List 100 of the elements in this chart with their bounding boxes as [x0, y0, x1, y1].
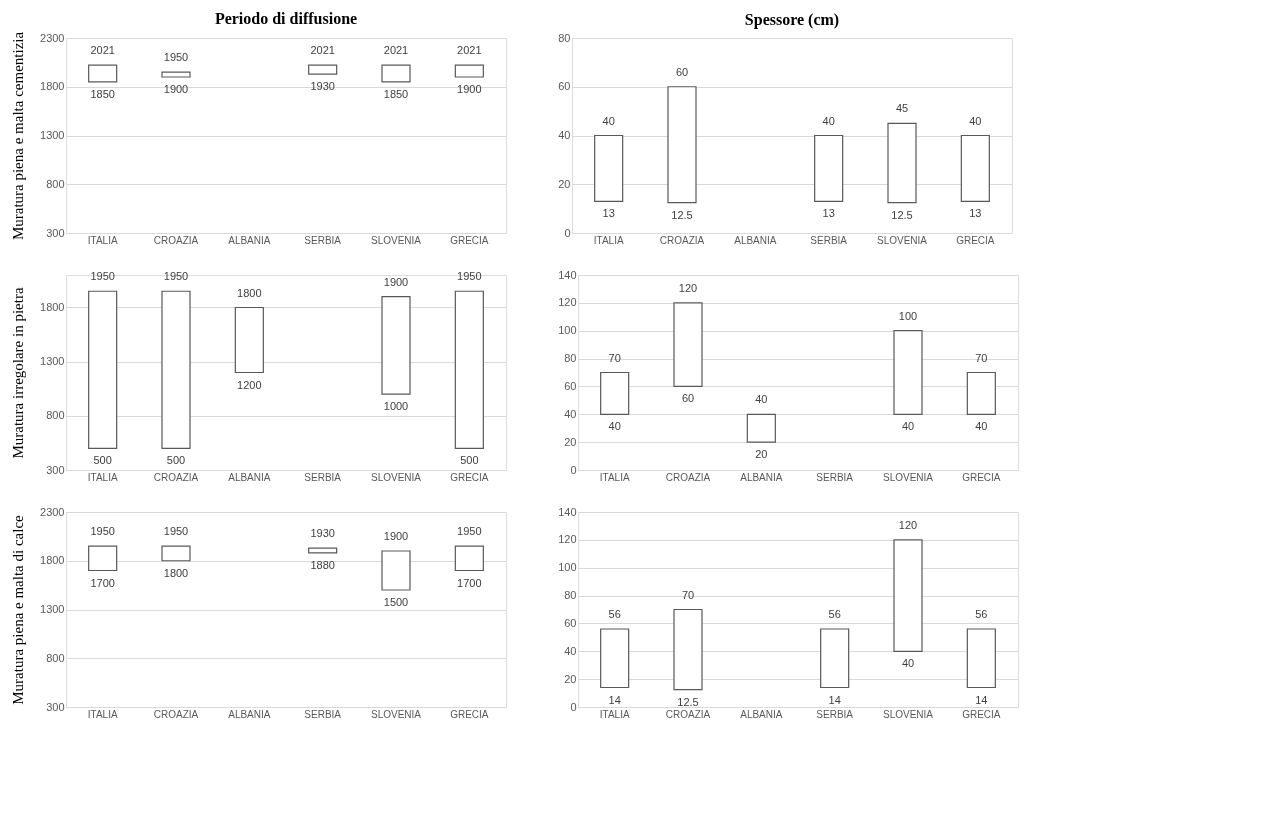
- data-label: 40: [602, 114, 615, 127]
- data-label: 100: [898, 309, 918, 322]
- annotation: 1900: [163, 83, 189, 95]
- y-tick-label: 800: [46, 409, 65, 422]
- data-label: 120: [898, 518, 918, 531]
- x-tick-label: CROAZIA: [153, 708, 199, 720]
- annotation: 1930: [310, 80, 335, 93]
- chart-title: Periodo di diffusione: [214, 10, 358, 28]
- y-tick-label: 300: [46, 700, 65, 713]
- annotation: 40: [975, 420, 988, 433]
- x-tick-label: CROAZIA: [153, 234, 199, 246]
- annotation: 40: [901, 420, 915, 433]
- y-tick-label: 0: [570, 700, 577, 713]
- annotation: 40: [901, 657, 915, 670]
- data-label: 1950: [457, 270, 482, 283]
- bar: [381, 296, 411, 395]
- x-tick-label: ALBANIA: [228, 471, 271, 483]
- y-tick-label: 1800: [40, 301, 65, 313]
- bar: [893, 330, 923, 415]
- x-tick-label: GRECIA: [962, 471, 1001, 483]
- x-tick-label: CROAZIA: [153, 471, 199, 483]
- bar: [88, 290, 118, 449]
- annotation: 1900: [457, 83, 482, 95]
- data-label: 1900: [383, 530, 409, 542]
- x-tick-label: ITALIA: [599, 471, 630, 483]
- data-label: 1950: [90, 525, 115, 538]
- annotation: 12.5: [891, 208, 913, 221]
- data-label: 2021: [457, 44, 482, 57]
- bar: [820, 628, 850, 689]
- data-label: 2021: [383, 44, 409, 57]
- x-tick-label: GRECIA: [450, 708, 489, 720]
- y-tick-label: 40: [564, 644, 577, 657]
- y-tick-label: 1800: [40, 80, 65, 93]
- bar: [454, 290, 484, 449]
- annotation: 60: [681, 392, 695, 405]
- x-tick-label: GRECIA: [962, 708, 1001, 720]
- x-tick-label: SLOVENIA: [370, 234, 422, 246]
- y-axis-title: Muratura irregolare in pietra: [10, 287, 27, 459]
- annotation: 1200: [237, 378, 262, 391]
- annotation: 500: [93, 454, 112, 467]
- annotation: 12.5: [677, 695, 699, 708]
- y-tick-label: 40: [564, 407, 577, 420]
- bar: [887, 122, 917, 204]
- x-tick-label: ITALIA: [87, 234, 118, 246]
- data-label: 40: [755, 393, 768, 406]
- x-tick-label: ITALIA: [87, 708, 118, 720]
- x-tick-label: SLOVENIA: [370, 471, 422, 483]
- y-axis-title: Muratura piena e malta cementizia: [10, 31, 27, 241]
- data-label: 56: [828, 608, 841, 620]
- x-tick-label: ITALIA: [599, 708, 630, 720]
- y-axis-title: Muratura piena e malta di calce: [10, 514, 27, 705]
- y-tick-label: 20: [564, 435, 577, 448]
- annotation: 13: [822, 207, 835, 220]
- annotation: 1850: [383, 87, 409, 100]
- x-tick-label: GRECIA: [956, 234, 995, 246]
- x-tick-label: ALBANIA: [740, 471, 783, 483]
- y-tick-label: 120: [558, 296, 577, 309]
- y-tick-label: 140: [558, 505, 577, 518]
- y-tick-label: 60: [564, 379, 577, 392]
- data-label: 1800: [237, 286, 262, 299]
- x-tick-label: ITALIA: [87, 471, 118, 483]
- y-tick-label: 40: [558, 129, 571, 141]
- annotation: 40: [608, 420, 621, 433]
- bar: [814, 134, 844, 202]
- annotation: 1700: [90, 576, 115, 589]
- y-tick-label: 1800: [40, 554, 65, 567]
- y-tick-label: 20: [564, 672, 577, 685]
- bar: [667, 86, 697, 204]
- bar: [673, 302, 703, 388]
- bar: [746, 413, 776, 443]
- annotation: 14: [608, 693, 621, 706]
- data-label: 1950: [163, 270, 189, 283]
- annotation: 1850: [90, 87, 115, 100]
- x-tick-label: ALBANIA: [740, 708, 783, 720]
- data-label: 70: [608, 351, 621, 364]
- x-tick-label: SLOVENIA: [882, 471, 934, 483]
- annotation: 20: [755, 448, 768, 461]
- y-tick-label: 300: [46, 226, 65, 239]
- y-tick-label: 140: [558, 268, 577, 281]
- y-tick-label: 300: [46, 463, 65, 476]
- x-tick-label: SERBIA: [810, 234, 848, 246]
- data-label: 1930: [310, 527, 335, 540]
- data-label: 56: [975, 608, 988, 620]
- data-label: 70: [681, 588, 695, 601]
- chart-title: Spessore (cm): [744, 11, 840, 29]
- annotation: 1880: [310, 558, 335, 571]
- data-label: 70: [975, 351, 988, 364]
- bar: [600, 371, 630, 415]
- y-tick-label: 1300: [40, 603, 65, 615]
- x-tick-label: CROAZIA: [665, 708, 711, 720]
- bar: [673, 608, 703, 691]
- data-label: 60: [675, 65, 689, 78]
- data-label: 1950: [90, 270, 115, 283]
- annotation: 12.5: [671, 208, 693, 221]
- annotation: 500: [166, 454, 186, 467]
- y-tick-label: 60: [564, 616, 577, 629]
- bar: [234, 306, 264, 374]
- y-tick-label: 60: [558, 80, 571, 93]
- y-tick-label: 80: [564, 589, 577, 602]
- y-tick-label: 2300: [40, 31, 65, 44]
